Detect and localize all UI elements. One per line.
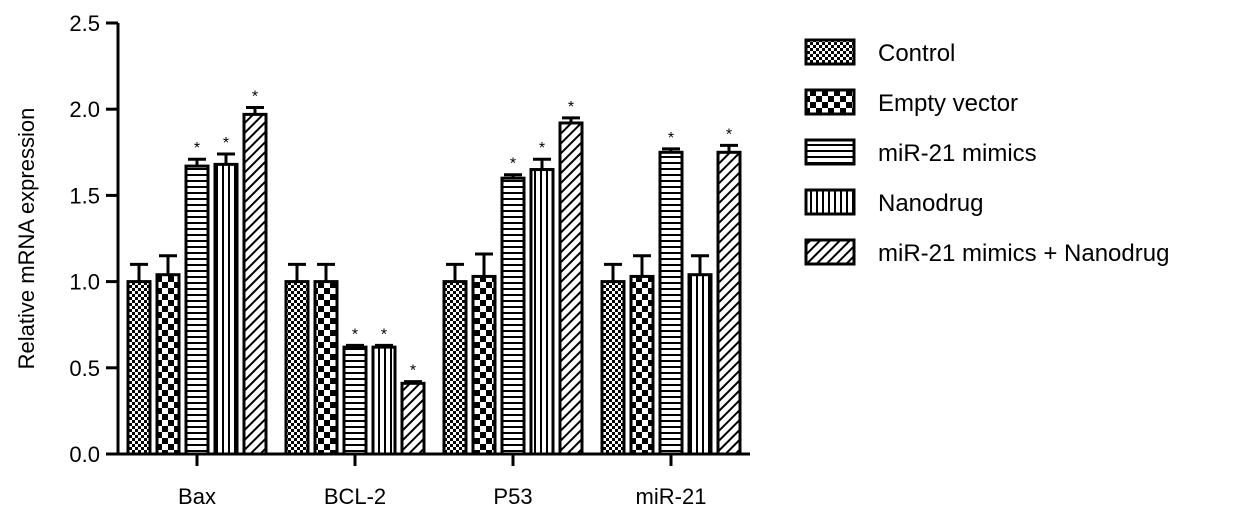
- significance-marker: *: [381, 326, 387, 343]
- bars: * * * * * * * * * * *: [126, 88, 742, 456]
- bar-group-mir-21-mimics-nanodrug-bcl-2: *: [400, 363, 426, 456]
- bar-group-control-p53: [442, 262, 468, 456]
- legend-label: Nanodrug: [878, 190, 983, 217]
- bar-group-mir-21-mimics-bcl-2: *: [342, 326, 368, 456]
- significance-marker: *: [352, 326, 358, 343]
- legend-swatch: [804, 138, 856, 166]
- bar-group-mir-21-mimics-bax: *: [184, 140, 210, 456]
- y-tick-label: 0.0: [69, 442, 100, 467]
- bar-group-control-bax: [126, 262, 152, 456]
- significance-marker: *: [568, 99, 574, 116]
- bar: [313, 280, 339, 456]
- bar-group-empty-vector-mir-21: [629, 254, 655, 456]
- bar: [155, 273, 181, 456]
- bar: [529, 168, 555, 456]
- bar-group-mir-21-mimics-nanodrug-bax: *: [242, 88, 268, 456]
- legend-item: Empty vector: [804, 88, 1018, 117]
- legend-label: Empty vector: [878, 90, 1018, 117]
- legend-label: miR-21 mimics: [878, 140, 1037, 167]
- legend-item: Control: [804, 38, 955, 67]
- bar: [500, 176, 526, 456]
- bar: [471, 274, 497, 456]
- significance-marker: *: [510, 156, 516, 173]
- bar: [558, 121, 584, 456]
- legend-label: Control: [878, 40, 955, 67]
- bar: [658, 150, 684, 456]
- bar-group-empty-vector-p53: [471, 252, 497, 456]
- bar-group-empty-vector-bax: [155, 254, 181, 456]
- legend-swatch: [804, 238, 856, 266]
- bar-group-mir-21-mimics-nanodrug-mir-21: *: [716, 126, 742, 456]
- y-tick-label: 1.5: [69, 183, 100, 208]
- bar-group-nanodrug-bcl-2: *: [371, 326, 397, 456]
- bar: [400, 381, 426, 456]
- bar-group-nanodrug-mir-21: [687, 254, 713, 456]
- bar-group-control-mir-21: [600, 262, 626, 456]
- bar-group-nanodrug-bax: *: [213, 135, 239, 456]
- axes: 0.0 0.5 1.0 1.5 2.0 2.5 Relative mRNA expressi…: [14, 11, 750, 509]
- bar: [184, 164, 210, 456]
- y-tick-label: 0.5: [69, 356, 100, 381]
- x-tick-label: BCL-2: [324, 484, 386, 509]
- legend-swatch: [804, 38, 856, 66]
- bar-group-mir-21-mimics-p53: *: [500, 156, 526, 456]
- bar-group-mir-21-mimics-mir-21: *: [658, 130, 684, 456]
- bar-group-control-bcl-2: [284, 262, 310, 456]
- x-tick-label: Bax: [178, 484, 216, 509]
- x-tick-label: miR-21: [636, 484, 707, 509]
- bar: [284, 280, 310, 456]
- bar: [716, 150, 742, 456]
- significance-marker: *: [539, 140, 545, 157]
- legend-item: Nanodrug: [804, 188, 983, 217]
- legend-item: miR-21 mimics + Nanodrug: [804, 238, 1169, 267]
- bar-group-nanodrug-p53: *: [529, 140, 555, 456]
- legend-swatch: [804, 88, 856, 116]
- significance-marker: *: [410, 363, 416, 380]
- legend-swatch: [804, 188, 856, 216]
- y-tick-label: 2.5: [69, 11, 100, 36]
- x-tick-label: P53: [493, 484, 532, 509]
- bar: [687, 273, 713, 456]
- legend-item: miR-21 mimics: [804, 138, 1037, 167]
- legend: Control Empty vector miR-21 mimics Nanodrug…: [804, 38, 1169, 267]
- bar-group-mir-21-mimics-nanodrug-p53: *: [558, 99, 584, 456]
- bar: [629, 274, 655, 456]
- bar: [371, 345, 397, 456]
- bar: [442, 280, 468, 456]
- significance-marker: *: [194, 140, 200, 157]
- bar: [342, 345, 368, 456]
- significance-marker: *: [223, 135, 229, 152]
- bar: [213, 162, 239, 456]
- bar: [126, 280, 152, 456]
- significance-marker: *: [668, 130, 674, 147]
- y-tick-label: 2.0: [69, 97, 100, 122]
- y-tick-label: 1.0: [69, 270, 100, 295]
- legend-label: miR-21 mimics + Nanodrug: [878, 240, 1169, 267]
- y-axis-label: Relative mRNA expression: [14, 108, 39, 370]
- bar: [600, 280, 626, 456]
- bar: [242, 112, 268, 456]
- bar-group-empty-vector-bcl-2: [313, 262, 339, 456]
- significance-marker: *: [252, 88, 258, 105]
- significance-marker: *: [726, 126, 732, 143]
